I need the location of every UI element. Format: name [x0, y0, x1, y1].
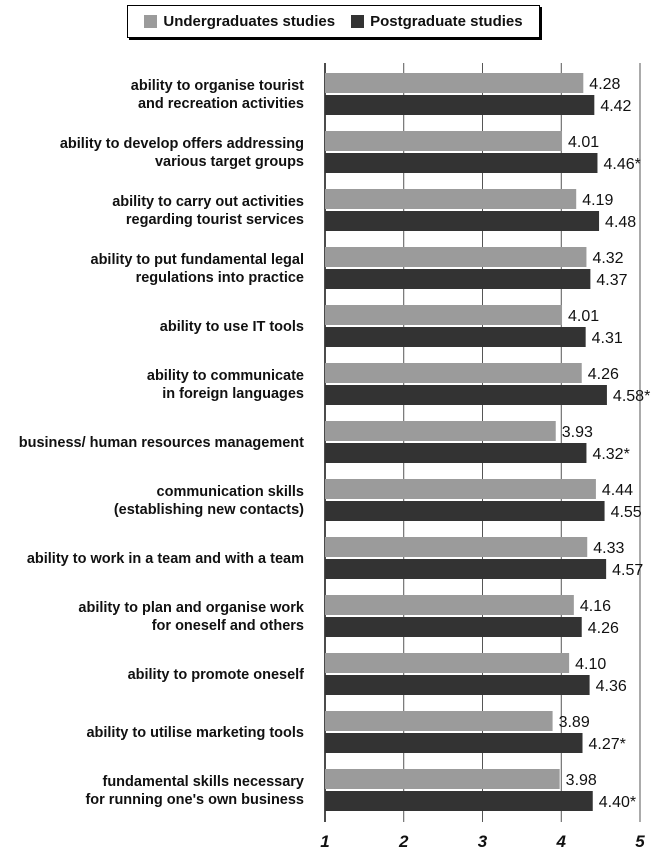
- bar-undergraduate: [325, 131, 563, 151]
- bar-postgraduate: [325, 153, 598, 173]
- bar-postgraduate: [325, 385, 607, 405]
- category-label: ability to carry out activities: [112, 194, 304, 210]
- bar-undergraduate: [325, 479, 596, 499]
- x-tick-label: 2: [398, 832, 409, 851]
- data-label: 4.48: [605, 214, 636, 231]
- bar-postgraduate: [325, 559, 607, 579]
- category-label: ability to utilise marketing tools: [86, 725, 304, 741]
- bar-undergraduate: [325, 247, 587, 267]
- bar-undergraduate: [325, 363, 582, 383]
- bar-postgraduate: [325, 95, 595, 115]
- data-label: 4.55: [611, 504, 642, 521]
- data-label: 4.19: [582, 192, 613, 209]
- data-label: 3.89: [559, 714, 590, 731]
- category-label: various target groups: [155, 154, 304, 170]
- bar-postgraduate: [325, 327, 586, 347]
- bar-undergraduate: [325, 189, 577, 209]
- data-label: 4.26: [588, 620, 619, 637]
- category-label: business/ human resources management: [19, 435, 304, 451]
- legend-swatch-postgraduate: [351, 15, 365, 28]
- data-label: 4.01: [568, 308, 599, 325]
- legend-label-postgraduate: Postgraduate studies: [370, 13, 523, 30]
- bar-postgraduate: [325, 211, 600, 231]
- bar-postgraduate: [325, 733, 583, 753]
- data-label: 4.46*: [603, 156, 640, 173]
- bar-undergraduate: [325, 537, 588, 557]
- legend-item-postgraduate: Postgraduate studies: [351, 13, 523, 30]
- bar-undergraduate: [325, 595, 574, 615]
- data-label: 4.01: [568, 134, 599, 151]
- category-label: ability to communicate: [147, 368, 304, 384]
- legend-item-undergraduate: Undergraduates studies: [144, 13, 335, 30]
- bar-postgraduate: [325, 675, 590, 695]
- category-label: ability to put fundamental legal: [91, 252, 305, 268]
- category-label: ability to plan and organise work: [78, 600, 305, 616]
- data-label: 4.44: [602, 482, 633, 499]
- data-label: 4.10: [575, 656, 606, 673]
- bar-undergraduate: [325, 769, 560, 789]
- data-label: 4.36: [596, 678, 627, 695]
- data-label: 4.27*: [589, 736, 626, 753]
- category-label: for running one's own business: [85, 792, 304, 808]
- data-label: 4.16: [580, 598, 611, 615]
- bar-postgraduate: [325, 501, 605, 521]
- category-label: ability to promote oneself: [128, 667, 305, 683]
- category-label: fundamental skills necessary: [103, 774, 305, 790]
- x-tick-label: 3: [478, 832, 488, 851]
- category-label: ability to organise tourist: [131, 78, 304, 94]
- legend-label-undergraduate: Undergraduates studies: [163, 13, 336, 30]
- category-label: regulations into practice: [136, 270, 304, 286]
- data-label: 3.98: [566, 772, 597, 789]
- data-label: 3.93: [562, 424, 593, 441]
- bar-undergraduate: [325, 653, 570, 673]
- category-label: for oneself and others: [152, 618, 304, 634]
- category-label: in foreign languages: [162, 386, 304, 402]
- data-label: 4.57: [612, 562, 643, 579]
- data-label: 4.26: [588, 366, 619, 383]
- category-label: and recreation activities: [138, 96, 304, 112]
- bar-postgraduate: [325, 269, 591, 289]
- x-tick-label: 1: [320, 832, 329, 851]
- category-label: ability to use IT tools: [160, 319, 304, 335]
- bar-undergraduate: [325, 305, 563, 325]
- data-label: 4.31: [592, 330, 623, 347]
- data-label: 4.28: [589, 76, 620, 93]
- bar-postgraduate: [325, 617, 582, 637]
- data-label: 4.37: [596, 272, 627, 289]
- bar-postgraduate: [325, 791, 593, 811]
- data-label: 4.32: [592, 250, 623, 267]
- category-label: ability to work in a team and with a tea…: [27, 551, 304, 567]
- legend: Undergraduates studies Postgraduate stud…: [127, 5, 540, 38]
- category-label: (establishing new contacts): [114, 502, 304, 518]
- data-label: 4.33: [593, 540, 624, 557]
- legend-swatch-undergraduate: [144, 15, 158, 28]
- data-label: 4.58*: [613, 388, 650, 405]
- category-label: communication skills: [157, 484, 304, 500]
- data-label: 4.40*: [599, 794, 636, 811]
- x-tick-label: 5: [635, 832, 645, 851]
- category-label: regarding tourist services: [126, 212, 304, 228]
- data-label: 4.42: [600, 98, 631, 115]
- bar-undergraduate: [325, 711, 553, 731]
- category-label: ability to develop offers addressing: [60, 136, 304, 152]
- data-label: 4.32*: [592, 446, 629, 463]
- bar-undergraduate: [325, 73, 584, 93]
- bar-undergraduate: [325, 421, 556, 441]
- x-tick-label: 4: [556, 832, 567, 851]
- bar-postgraduate: [325, 443, 587, 463]
